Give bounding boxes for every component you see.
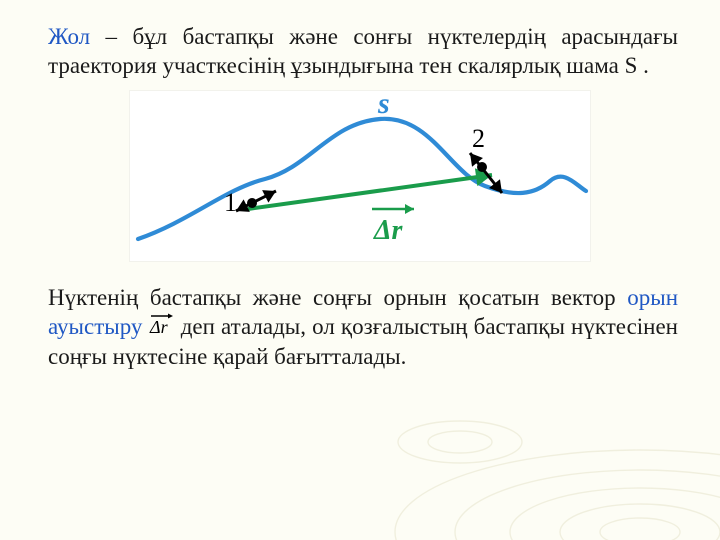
term-path: Жол [48,24,90,49]
svg-text:1: 1 [224,188,237,217]
delta-r-vector-icon: Δr [149,312,175,336]
p2-part1: Нүктенің бастапқы және соңғы орнын қосат… [48,285,627,310]
p2-part2: деп аталады, ол қозғалыстың бастапқы нүк… [48,314,678,368]
paragraph-path-definition: Жол – бұл бастапқы және сонғы нүктелерді… [48,22,678,81]
paragraph-displacement-definition: Нүктенің бастапқы және соңғы орнын қосат… [48,283,678,371]
svg-text:Δr: Δr [373,215,404,246]
trajectory-diagram: s Δr 1 2 [130,91,590,261]
diagram-svg: s Δr 1 2 [130,91,590,261]
dash: – [90,24,132,49]
svg-text:s: s [377,91,390,120]
path-body: бұл бастапқы және сонғы нүктелердің арас… [48,24,678,78]
delta-r-symbol: Δr [149,314,181,339]
svg-text:Δr: Δr [149,317,169,336]
svg-text:2: 2 [472,124,485,153]
